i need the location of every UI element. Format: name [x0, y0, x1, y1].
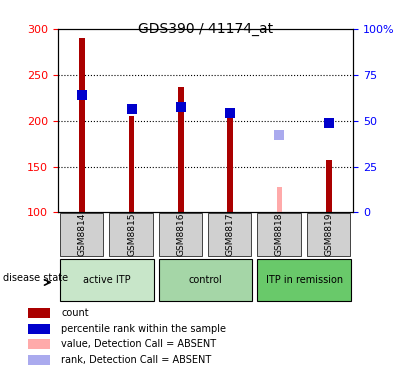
Text: count: count — [61, 308, 89, 318]
Point — [178, 104, 184, 110]
FancyBboxPatch shape — [60, 213, 104, 256]
Point — [276, 132, 283, 138]
FancyBboxPatch shape — [159, 258, 252, 302]
Text: GSM8819: GSM8819 — [324, 213, 333, 256]
FancyBboxPatch shape — [257, 258, 351, 302]
Text: control: control — [189, 275, 222, 285]
Bar — [129, 116, 134, 212]
Text: GSM8814: GSM8814 — [78, 213, 87, 256]
Text: GSM8818: GSM8818 — [275, 213, 284, 256]
Text: GSM8817: GSM8817 — [226, 213, 235, 256]
Text: ITP in remission: ITP in remission — [266, 275, 343, 285]
Point — [128, 106, 135, 112]
Text: GSM8815: GSM8815 — [127, 213, 136, 256]
Text: percentile rank within the sample: percentile rank within the sample — [61, 324, 226, 334]
Text: disease state: disease state — [3, 273, 68, 283]
Text: value, Detection Call = ABSENT: value, Detection Call = ABSENT — [61, 339, 216, 349]
Bar — [326, 160, 332, 212]
Text: GSM8816: GSM8816 — [176, 213, 185, 256]
Bar — [28, 308, 50, 318]
Bar — [79, 38, 85, 212]
Bar — [227, 113, 233, 212]
Text: GDS390 / 41174_at: GDS390 / 41174_at — [138, 22, 273, 36]
Bar — [28, 324, 50, 334]
Text: rank, Detection Call = ABSENT: rank, Detection Call = ABSENT — [61, 355, 212, 365]
FancyBboxPatch shape — [307, 213, 350, 256]
Bar — [277, 187, 282, 212]
Point — [326, 120, 332, 126]
FancyBboxPatch shape — [159, 213, 202, 256]
Bar — [178, 87, 184, 212]
FancyBboxPatch shape — [60, 258, 154, 302]
FancyBboxPatch shape — [208, 213, 252, 256]
Point — [79, 92, 85, 98]
Text: active ITP: active ITP — [83, 275, 131, 285]
Bar — [28, 339, 50, 349]
FancyBboxPatch shape — [257, 213, 301, 256]
FancyBboxPatch shape — [109, 213, 153, 256]
Point — [227, 111, 233, 116]
Bar — [28, 355, 50, 365]
